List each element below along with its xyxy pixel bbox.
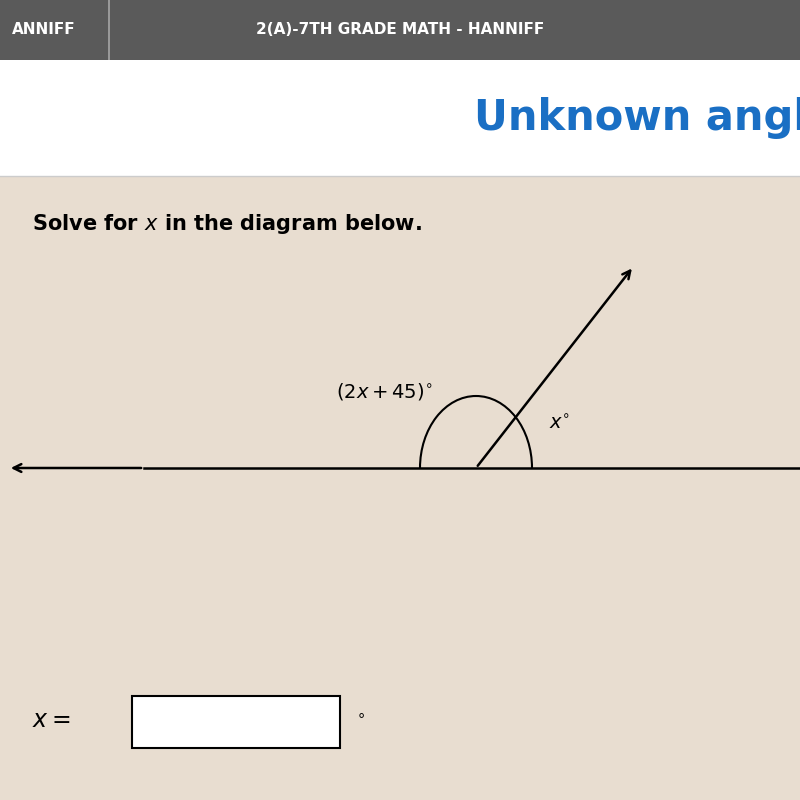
Text: $(2x + 45)^{\circ}$: $(2x + 45)^{\circ}$ [336, 382, 432, 402]
FancyBboxPatch shape [108, 0, 110, 60]
Text: 2(A)-7TH GRADE MATH - HANNIFF: 2(A)-7TH GRADE MATH - HANNIFF [256, 22, 544, 38]
FancyBboxPatch shape [132, 696, 340, 748]
Text: $x^{\circ}$: $x^{\circ}$ [550, 414, 570, 434]
Text: $x =$: $x =$ [32, 708, 70, 732]
Text: ANNIFF: ANNIFF [12, 22, 76, 38]
FancyBboxPatch shape [0, 0, 800, 60]
Text: Solve for $x$ in the diagram below.: Solve for $x$ in the diagram below. [32, 212, 422, 236]
Text: $^{\circ}$: $^{\circ}$ [356, 710, 365, 730]
FancyBboxPatch shape [0, 176, 800, 800]
Text: Unknown angl: Unknown angl [474, 97, 800, 139]
FancyBboxPatch shape [0, 60, 800, 176]
